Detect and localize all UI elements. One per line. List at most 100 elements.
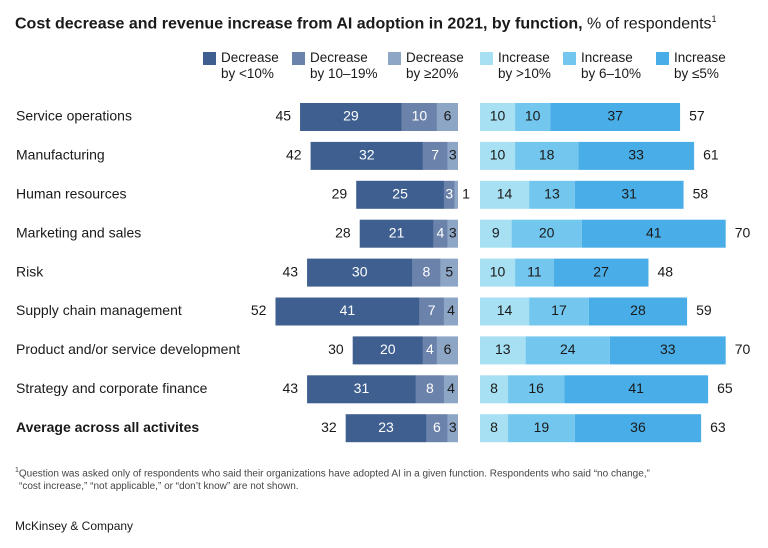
bar-increase-by-6-10 <box>529 180 575 209</box>
bar-value-label: 17 <box>551 302 567 318</box>
category-label-manufacturing: Manufacturing <box>16 147 105 163</box>
bar-value-label: 19 <box>534 419 550 435</box>
bar-value-label: 8 <box>490 419 498 435</box>
legend-label-line2: by ≤5% <box>674 66 719 81</box>
bar-increase-by-10 <box>480 258 516 287</box>
increase-total-label: 70 <box>735 341 751 357</box>
bar-value-label: 31 <box>354 380 370 396</box>
legend-label-line1: Increase <box>498 50 550 65</box>
bar-value-label: 14 <box>497 302 513 318</box>
decrease-total-label: 32 <box>321 419 337 435</box>
bar-decrease-by-10-19 <box>401 103 437 131</box>
bar-value-label: 6 <box>433 419 441 435</box>
legend-swatch <box>563 52 576 65</box>
footnote-line2: “cost increase,” “not applicable,” or “d… <box>19 481 299 493</box>
bar-increase-by-5 <box>550 103 681 131</box>
bar-value-label: 18 <box>539 147 555 163</box>
bar-decrease-by-20 <box>447 219 458 248</box>
decrease-total-label: 29 <box>332 186 348 202</box>
bar-value-label: 6 <box>444 341 452 357</box>
bar-increase-by-5 <box>564 375 709 404</box>
chart-title-footnote-mark: 1 <box>711 14 717 24</box>
legend-label-line2: by ≥20% <box>406 66 459 81</box>
bar-decrease-by-10 <box>307 375 416 404</box>
decrease-total-label: 45 <box>275 108 291 124</box>
bar-decrease-by-10-19 <box>415 375 444 404</box>
decrease-total-label: 52 <box>251 302 267 318</box>
bar-decrease-by-20 <box>447 141 458 170</box>
category-label-service-operations: Service operations <box>16 108 132 124</box>
bar-decrease-by-10-19 <box>422 141 448 170</box>
bar-decrease-by-10 <box>356 180 444 209</box>
category-label-marketing-and-sales: Marketing and sales <box>16 224 141 240</box>
bar-value-label: 20 <box>539 224 555 240</box>
footnote: 1Question was asked only of respondents … <box>15 464 735 493</box>
chart-title-unit: % of respondents <box>582 15 712 33</box>
bar-decrease-by-10-19 <box>422 336 437 365</box>
bar-value-label: 13 <box>495 341 511 357</box>
bar-decrease-by-20 <box>454 180 458 209</box>
bar-increase-by-10 <box>480 141 516 170</box>
bar-increase-by-6-10 <box>511 219 582 248</box>
chart-title: Cost decrease and revenue increase from … <box>15 9 755 34</box>
increase-total-label: 61 <box>703 147 719 163</box>
bar-value-label: 4 <box>447 380 455 396</box>
increase-total-label: 59 <box>696 302 712 318</box>
bar-decrease-by-10 <box>275 297 420 326</box>
bar-decrease-by-20 <box>443 297 458 326</box>
bar-value-label: 10 <box>490 108 506 124</box>
decrease-total-label: 30 <box>328 341 344 357</box>
decrease-total-label: 42 <box>286 147 302 163</box>
bar-decrease-by-20 <box>443 375 458 404</box>
bar-value-label: 41 <box>628 380 644 396</box>
bar-decrease-by-20 <box>436 103 458 131</box>
bar-increase-by-5 <box>574 414 702 443</box>
bar-decrease-by-10 <box>359 219 434 248</box>
bar-increase-by-10 <box>480 297 530 326</box>
bar-decrease-by-20 <box>447 414 458 443</box>
bar-increase-by-5 <box>609 336 726 365</box>
legend-label-line2: by 10–19% <box>310 66 378 81</box>
legend-label-line1: Increase <box>674 50 726 65</box>
legend-swatch <box>203 52 216 65</box>
bar-value-label: 4 <box>447 302 455 318</box>
brand-logo-text: McKinsey & Company <box>15 519 134 533</box>
bar-value-label: 4 <box>426 341 434 357</box>
bar-value-label: 3 <box>449 224 457 240</box>
bar-value-label: 27 <box>593 263 609 279</box>
bar-value-label: 41 <box>340 302 356 318</box>
bar-decrease-by-10 <box>352 336 423 365</box>
bar-value-label: 16 <box>528 380 544 396</box>
bar-value-label: 33 <box>660 341 676 357</box>
decrease-total-label: 43 <box>282 380 298 396</box>
bar-increase-by-10 <box>480 103 516 131</box>
bar-value-label: 9 <box>492 224 500 240</box>
legend-label-line2: by >10% <box>498 66 551 81</box>
bar-increase-by-10 <box>480 219 512 248</box>
increase-total-label: 65 <box>717 380 733 396</box>
bar-value-label: 14 <box>497 186 513 202</box>
bar-value-label: 8 <box>426 380 434 396</box>
bar-decrease-by-10-19 <box>419 297 444 326</box>
bar-value-label: 25 <box>392 186 408 202</box>
bar-value-label: 1 <box>462 186 470 202</box>
bar-increase-by-6-10 <box>515 141 579 170</box>
footnote-mark: 1 <box>15 467 19 474</box>
category-label-supply-chain-management: Supply chain management <box>16 302 182 318</box>
bar-value-label: 13 <box>544 186 560 202</box>
bar-value-label: 8 <box>423 263 431 279</box>
legend-label-line1: Decrease <box>310 50 368 65</box>
bar-value-label: 31 <box>621 186 637 202</box>
bar-decrease-by-20 <box>440 258 458 287</box>
bar-value-label: 7 <box>428 302 436 318</box>
bar-increase-by-5 <box>553 258 649 287</box>
bar-value-label: 3 <box>445 186 453 202</box>
bar-decrease-by-10-19 <box>426 414 448 443</box>
bar-value-label: 20 <box>380 341 396 357</box>
bar-value-label: 29 <box>343 108 359 124</box>
legend-label-line2: by <10% <box>221 66 274 81</box>
increase-total-label: 63 <box>710 419 726 435</box>
bar-value-label: 11 <box>527 263 542 279</box>
legend-swatch <box>388 52 401 65</box>
